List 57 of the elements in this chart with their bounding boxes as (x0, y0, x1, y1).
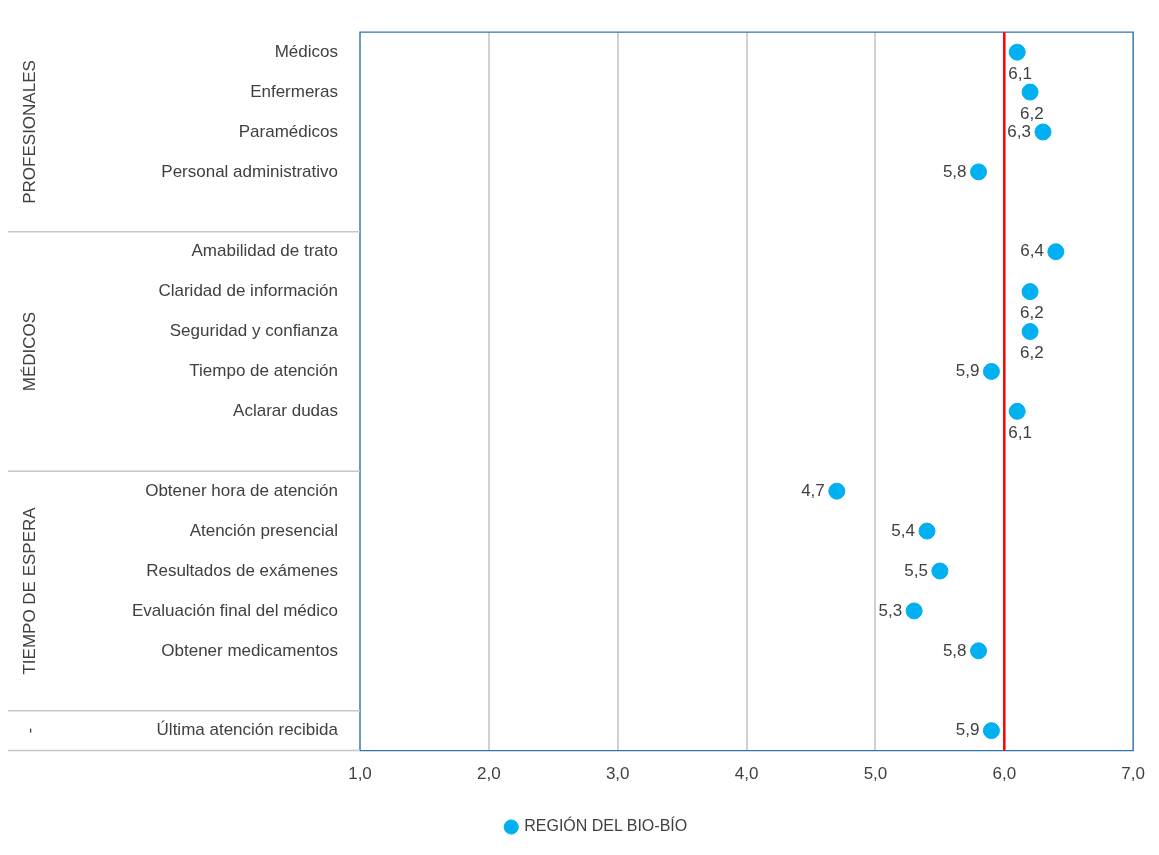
point (1008, 402, 1026, 420)
y-tick-label: Enfermeras (250, 81, 338, 101)
point (970, 642, 988, 660)
data-label: 6,1 (1008, 423, 1032, 443)
y-tick-label: Obtener hora de atención (145, 480, 338, 500)
y-tick-label: Evaluación final del médico (131, 600, 338, 620)
x-tick-label: 2,0 (477, 764, 501, 784)
data-label: 6,2 (1020, 343, 1044, 363)
y-tick-label: Resultados de exámenes (146, 560, 338, 580)
y-tick-label: Personal administrativo (161, 161, 338, 181)
y-tick-label: Obtener medicamentos (161, 640, 338, 660)
y-tick-label: Claridad de información (158, 281, 338, 301)
data-label: 5,9 (955, 361, 980, 381)
legend-label: REGIÓN DEL BIO-BÍO (524, 816, 688, 835)
y-tick-label: Seguridad y confianza (169, 321, 339, 341)
point (982, 722, 1000, 740)
x-tick-label: 5,0 (863, 764, 888, 784)
data-label: 5,4 (891, 520, 915, 540)
y-tick-label: Última atención recibida (156, 720, 339, 740)
y-tick-label: Tiempo de atención (189, 361, 338, 381)
text: TIEMPO DE ESPERA (19, 506, 39, 675)
point (982, 362, 1000, 380)
point (1021, 83, 1039, 101)
data-label: 4,7 (801, 480, 825, 500)
y-tick-label: Aclarar dudas (233, 401, 338, 421)
data-label: 6,1 (1008, 63, 1032, 83)
data-label: 5,5 (904, 560, 928, 580)
data-label: 5,9 (955, 720, 980, 740)
x-tick-label: 1,0 (348, 764, 372, 784)
point (1034, 123, 1052, 141)
x-tick-label: 7,0 (1121, 764, 1145, 784)
point (970, 163, 988, 181)
x-tick-label: 4,0 (734, 764, 759, 784)
text: PROFESIONALES (19, 60, 39, 204)
x-tick-label: 3,0 (605, 764, 630, 784)
point (931, 562, 949, 580)
data-label: 6,2 (1020, 303, 1044, 323)
point (1021, 323, 1039, 341)
point (1047, 243, 1065, 261)
point (1021, 283, 1039, 301)
data-label: 5,8 (942, 640, 967, 660)
data-label: 5,3 (878, 600, 903, 620)
text: MÉDICOS (19, 311, 39, 392)
point (828, 482, 846, 500)
y-tick-label: Médicos (274, 41, 338, 61)
data-label: 6,3 (1007, 121, 1031, 141)
text: - (19, 727, 39, 734)
y-tick-label: Paramédicos (238, 121, 338, 141)
data-label: 6,4 (1020, 241, 1044, 261)
x-tick-label: 6,0 (992, 764, 1017, 784)
data-label: 5,8 (942, 161, 967, 181)
point (905, 602, 923, 620)
y-tick-label: Amabilidad de trato (191, 241, 338, 261)
y-tick-label: Atención presencial (189, 520, 338, 540)
data-label: 6,2 (1020, 103, 1044, 123)
point (918, 522, 936, 540)
point (1008, 43, 1026, 61)
